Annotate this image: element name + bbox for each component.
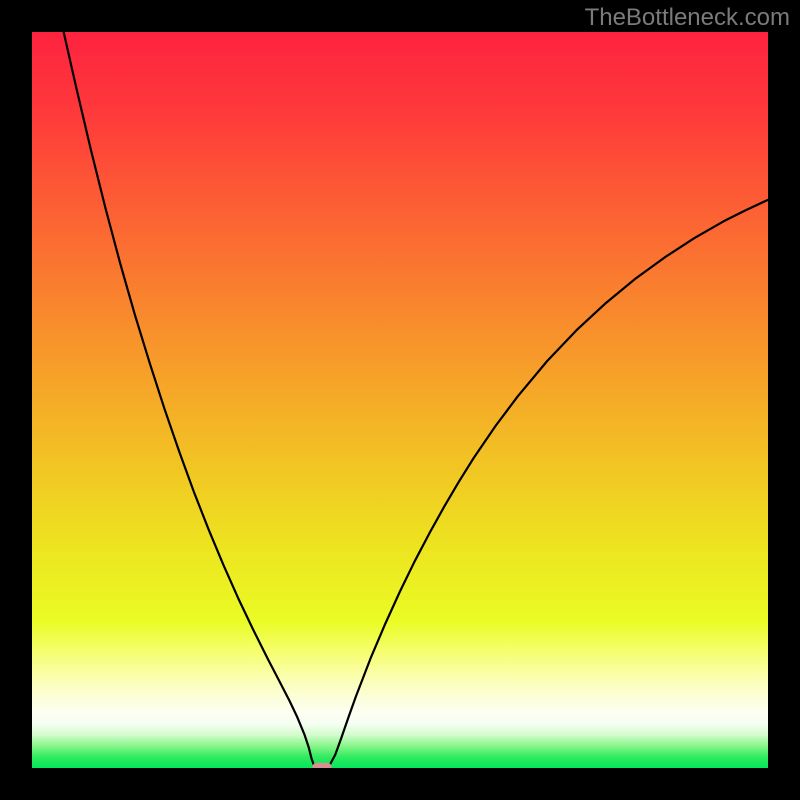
bottleneck-chart [0, 0, 800, 800]
chart-container: TheBottleneck.com [0, 0, 800, 800]
plot-gradient-background [32, 32, 768, 768]
